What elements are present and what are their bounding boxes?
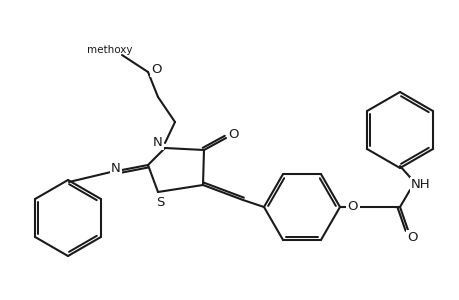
- Text: S: S: [156, 196, 164, 208]
- Text: methoxy: methoxy: [87, 45, 133, 55]
- Text: N: N: [111, 163, 121, 176]
- Text: NH: NH: [410, 178, 430, 191]
- Text: O: O: [228, 128, 239, 140]
- Text: O: O: [407, 232, 417, 244]
- Text: O: O: [151, 62, 162, 76]
- Text: O: O: [347, 200, 358, 214]
- Text: N: N: [153, 136, 162, 148]
